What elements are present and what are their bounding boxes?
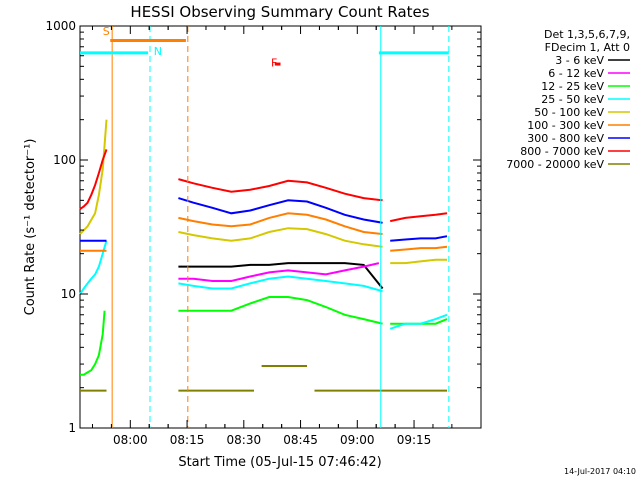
series-line [390,245,448,252]
legend-entry-label: 300 - 800 keV [527,132,604,145]
x-tick-label: 08:00 [113,433,148,447]
y-axis-label: Count Rate (s⁻¹ detector⁻¹) [23,139,38,316]
series-line [178,262,384,290]
series [178,262,384,290]
series-line [178,212,383,236]
series-line [178,227,383,248]
series-line [390,258,447,265]
plot-frame [79,25,482,429]
annotation-label: F [271,56,277,69]
axis-layer: 1 10 100 1000 08:00 08:15 08:30 08:45 09:00 09:15 [45,19,481,447]
series-line [79,119,108,235]
annotation-label: N [154,45,162,58]
legend-header-line-2: FDecim 1, Att 0 [545,41,630,54]
legend-entry-label: 3 - 6 keV [555,54,604,67]
legend: Det 1,3,5,6,7,9, FDecim 1, Att 0 3 - 6 k… [506,28,630,171]
series-layer [79,119,448,392]
series [80,212,448,252]
series-line [178,296,383,325]
series-line [80,310,106,376]
series [79,149,448,223]
series [178,262,380,282]
series-line [178,178,383,202]
legend-entry-label: 800 - 7000 keV [520,145,604,158]
series-line [178,197,383,224]
x-tick-label: 08:45 [283,433,318,447]
x-tick-label: 08:30 [227,433,262,447]
series [79,119,447,265]
series [79,240,448,330]
legend-entry-label: 6 - 12 keV [548,67,604,80]
y-tick-label: 1 [68,421,76,435]
chart-title: HESSI Observing Summary Count Rates [130,3,429,21]
x-axis-label: Start Time (05-Jul-15 07:46:42) [178,455,381,470]
y-tick-label: 10 [61,287,76,301]
series-line [79,240,108,295]
legend-entry-label: 7000 - 20000 keV [506,158,604,171]
x-tick-label: 08:15 [170,433,205,447]
series-line [389,212,448,223]
legend-entry-label: 12 - 25 keV [541,80,604,93]
series [80,197,448,242]
legend-entry-label: 50 - 100 keV [534,106,604,119]
marker-layer: S N F [80,25,450,428]
legend-entry-label: 100 - 300 keV [527,119,604,132]
series-line [178,262,380,282]
series-line [79,149,108,210]
series-line [389,313,448,330]
x-tick-label: 09:15 [397,433,432,447]
y-tick-label: 100 [53,153,76,167]
footer-timestamp: 14-Jul-2017 04:10 [564,467,636,476]
annotation-label: S [103,25,110,38]
y-tick-label: 1000 [45,19,76,33]
legend-header-line-1: Det 1,3,5,6,7,9, [544,28,630,41]
x-tick-label: 09:00 [340,433,375,447]
legend-entry-label: 25 - 50 keV [541,93,604,106]
series-line [178,275,383,293]
series [80,365,447,392]
series-line [390,235,448,242]
